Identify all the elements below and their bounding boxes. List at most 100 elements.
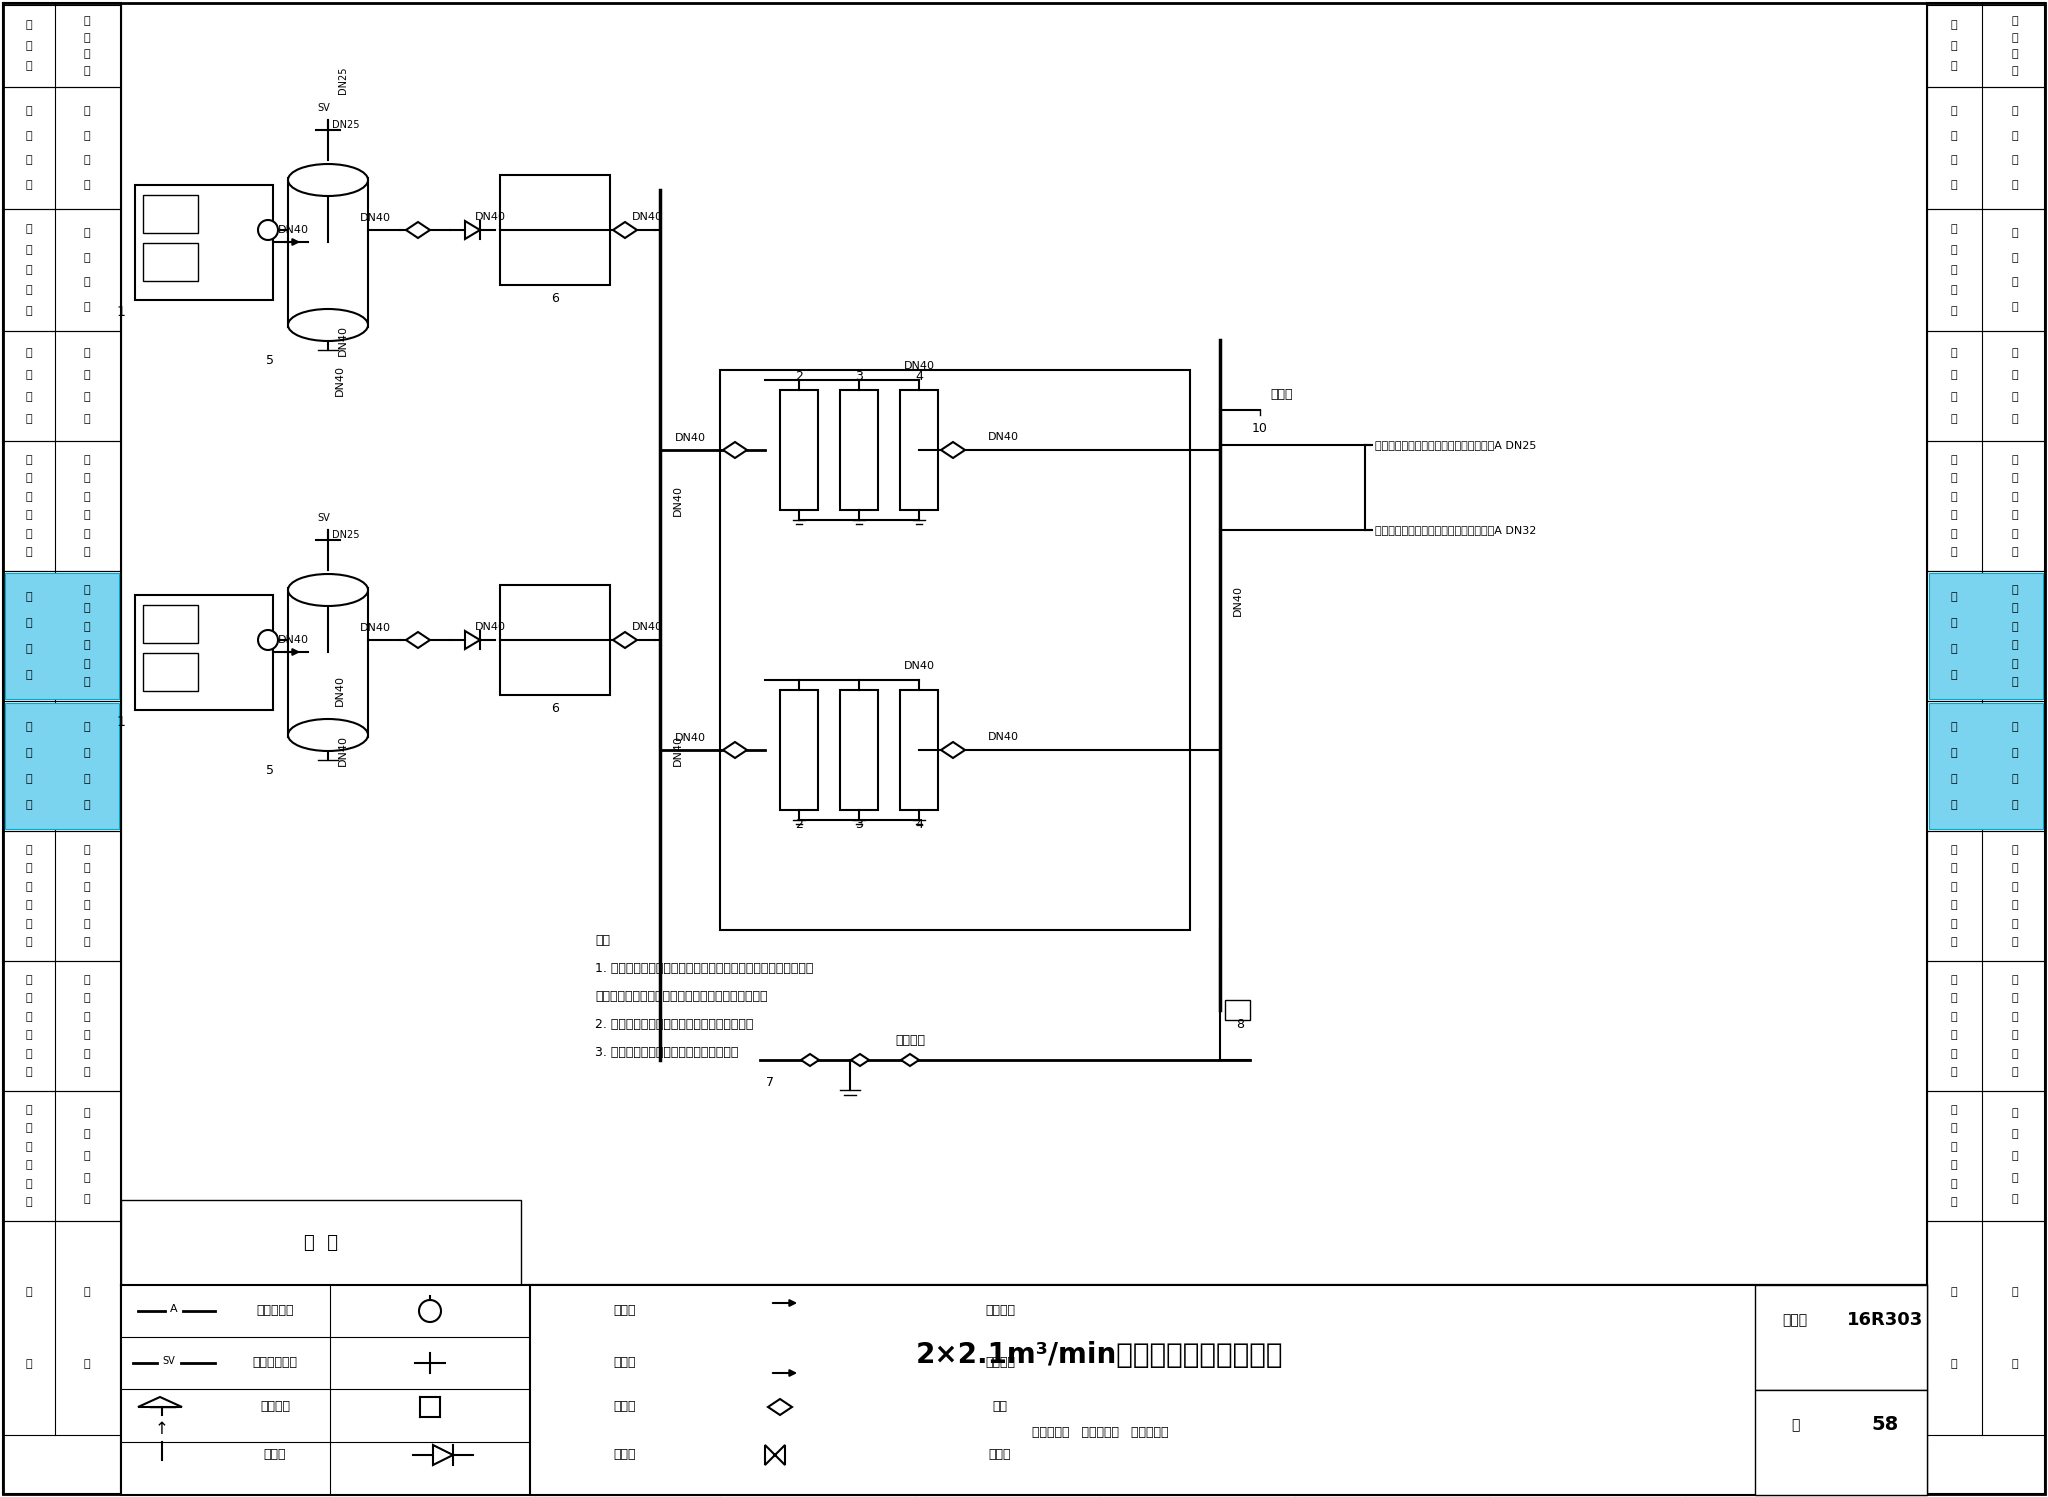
Text: 10: 10 [1251,422,1268,434]
Text: 技: 技 [84,392,90,403]
Polygon shape [612,632,637,648]
Text: 术: 术 [2011,301,2019,311]
Text: 医: 医 [27,882,33,892]
Text: 录: 录 [84,1359,90,1368]
Text: 站: 站 [2011,659,2019,669]
Text: 气: 气 [84,491,90,501]
Bar [2,210,121,331]
Text: 计: 计 [27,748,33,757]
Text: DN40: DN40 [338,735,348,765]
Text: 6: 6 [551,292,559,305]
Text: 目: 目 [27,40,33,51]
Ellipse shape [289,573,369,606]
Bar [1927,961,2046,1091]
Bar [2,701,121,831]
Text: 末: 末 [2011,844,2019,855]
Bar [143,653,199,692]
Bar [2,961,121,1091]
Bar [2,1222,121,1436]
Text: 房: 房 [2011,548,2019,557]
Text: 医: 医 [1950,455,1958,464]
Text: DN40: DN40 [276,225,309,235]
Text: 房: 房 [84,678,90,687]
Bar [1755,1391,1927,1496]
Text: 2: 2 [795,370,803,383]
Text: 房: 房 [84,548,90,557]
Polygon shape [432,1445,453,1466]
Bar [1927,331,2046,442]
Polygon shape [723,442,748,458]
Text: 医: 医 [27,844,33,855]
Text: 术: 术 [27,415,33,424]
Circle shape [420,1299,440,1322]
Text: 附: 附 [1950,1287,1958,1298]
Text: 设: 设 [2011,347,2019,358]
Ellipse shape [289,719,369,751]
Circle shape [258,630,279,650]
Text: 体: 体 [2011,510,2019,521]
Text: 站: 站 [1950,528,1958,539]
Bar [1927,1222,2046,1436]
Text: 58: 58 [1872,1416,1898,1434]
Text: 示: 示 [27,1049,33,1058]
Text: 端: 端 [2011,864,2019,873]
Text: 则: 则 [27,244,33,254]
Circle shape [258,220,279,240]
Bar [1755,1284,1927,1391]
Text: A: A [170,1304,178,1314]
Text: 设: 设 [84,229,90,238]
Text: 录: 录 [27,61,33,72]
Text: 制: 制 [84,33,90,43]
Bar [1929,573,2044,699]
Bar [1929,704,2044,829]
Text: 设: 设 [27,591,33,602]
Polygon shape [612,222,637,238]
Text: 体: 体 [2011,641,2019,650]
Text: 实: 实 [27,644,33,654]
Text: 系统使用；一条管线供门诊等普通区域的病人使用。: 系统使用；一条管线供门诊等普通区域的病人使用。 [596,990,768,1003]
Text: 录: 录 [1950,61,1958,72]
Text: DN40: DN40 [360,213,391,223]
Bar [2,1091,121,1222]
Text: 用: 用 [84,473,90,484]
Bar [1927,831,2046,961]
Text: 关: 关 [1950,130,1958,141]
Text: 气: 气 [2011,1012,2019,1022]
Text: 相: 相 [27,106,33,117]
Text: 用: 用 [84,993,90,1003]
Text: 与: 与 [1950,265,1958,275]
Text: 16R303: 16R303 [1847,1311,1923,1329]
Text: 例: 例 [84,937,90,948]
Text: DN40: DN40 [987,433,1018,442]
Text: 点: 点 [27,305,33,316]
Text: 体: 体 [27,937,33,948]
Text: 体: 体 [2011,1030,2019,1040]
Polygon shape [465,632,479,650]
Text: 例: 例 [84,799,90,810]
Text: 6: 6 [551,702,559,716]
Bar [2,4,121,87]
Text: 相: 相 [84,106,90,117]
Bar [143,605,199,644]
Text: 院: 院 [27,864,33,873]
Text: 用: 用 [2011,473,2019,484]
Bar [121,1284,1927,1496]
Text: 语: 语 [84,180,90,190]
Text: 附: 附 [27,1287,33,1298]
Text: 医: 医 [1950,882,1958,892]
Text: 计: 计 [27,370,33,380]
Text: 相: 相 [1950,106,1958,117]
Text: 设: 设 [1950,1178,1958,1189]
Text: 说: 说 [2011,49,2019,60]
Text: DN25: DN25 [338,66,348,94]
Text: 计: 计 [2011,253,2019,263]
Text: 站: 站 [2011,528,2019,539]
Text: 与: 与 [2011,1108,2019,1118]
Text: 设: 设 [1950,347,1958,358]
Text: DN40: DN40 [987,732,1018,743]
Text: 计: 计 [1950,748,1958,757]
Text: 工: 工 [2011,1151,2019,1162]
Text: 4: 4 [915,817,924,831]
Text: 实: 实 [1950,644,1958,654]
Text: DN40: DN40 [360,623,391,633]
